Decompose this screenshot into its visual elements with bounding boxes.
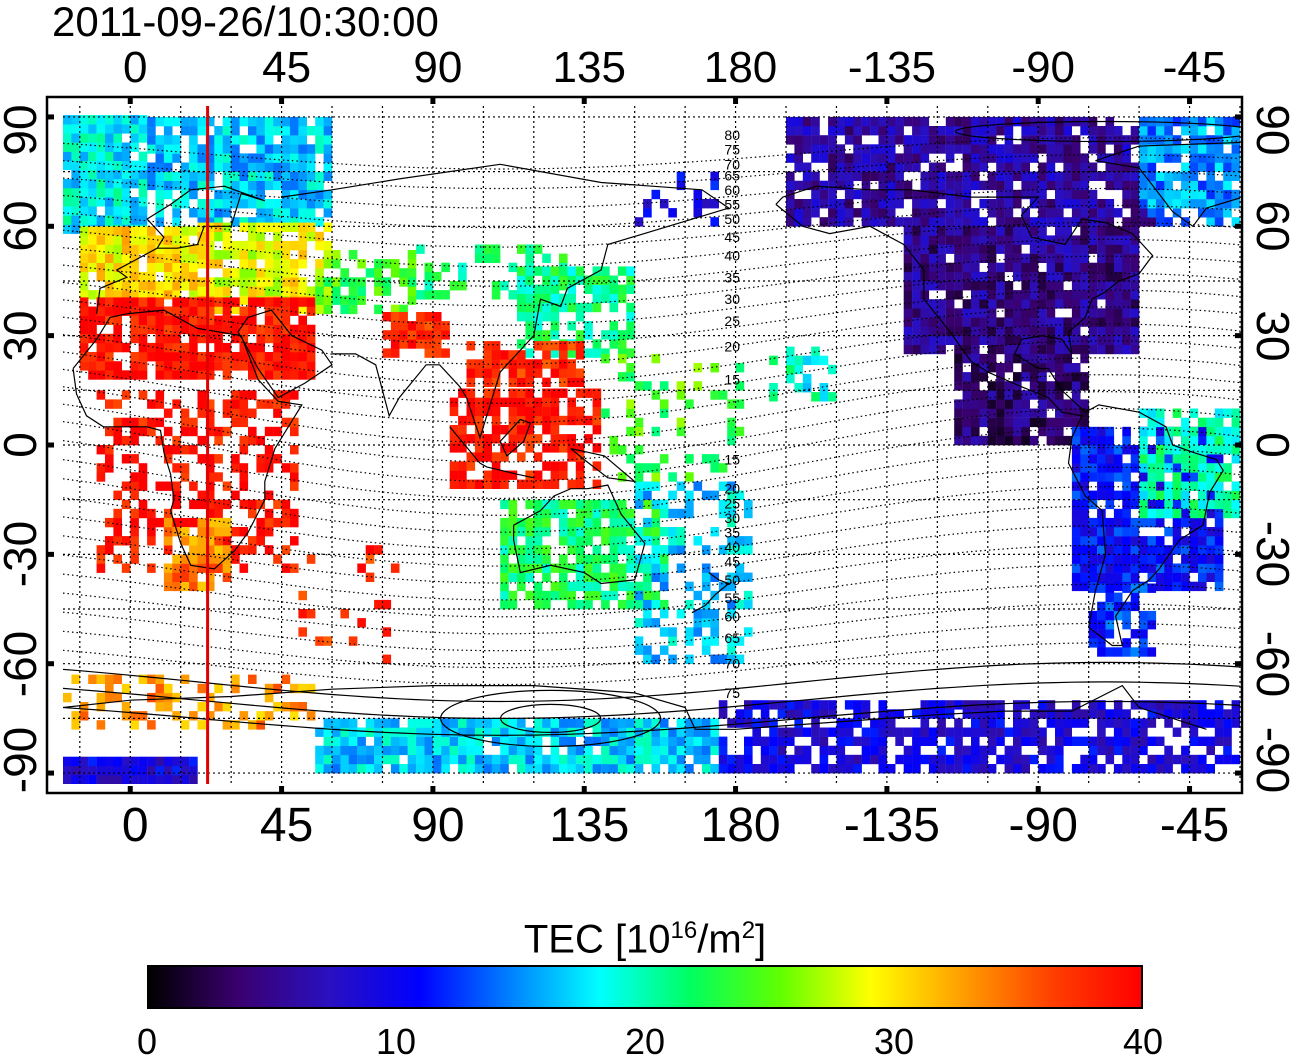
contour-label: 30 (724, 291, 740, 307)
contour-label: 40 (724, 247, 740, 263)
frame-ticks (47, 97, 1242, 793)
contour-label: 45 (724, 554, 740, 570)
map-grid (63, 106, 1241, 784)
bottom-longitude-tick-label: -90 (1008, 799, 1078, 852)
top-longitude-tick-label: 0 (123, 43, 148, 92)
contour-label: 40 (724, 539, 740, 555)
map-timestamp-title: 2011-09-26/10:30:00 (52, 0, 439, 45)
contour-label: 75 (724, 142, 740, 158)
colorbar-tick-label: 30 (873, 1021, 915, 1062)
contour-label: 25 (724, 495, 740, 511)
colorbar-tick-label: 20 (624, 1021, 666, 1062)
bottom-longitude-tick-label: -135 (843, 799, 940, 852)
contour-label: 55 (724, 196, 740, 212)
colorbar-tick-label: 0 (136, 1021, 158, 1062)
bottom-longitude-tick-label: 90 (411, 799, 465, 852)
contour-label: 35 (724, 269, 740, 285)
bottom-longitude-tick-label: 135 (549, 799, 630, 852)
contour-label: 70 (724, 656, 740, 672)
contour-label: 60 (724, 182, 740, 198)
contour-labels: 8075706560555045403530252015152025303540… (724, 127, 740, 701)
colorbar-title: TEC [1016/m2] (523, 917, 767, 962)
top-longitude-tick-label: -135 (847, 43, 936, 92)
contour-label: 15 (724, 371, 740, 387)
top-longitude-tick-label: -90 (1011, 43, 1076, 92)
top-longitude-tick-label: 180 (703, 43, 778, 92)
contour-label: 30 (724, 510, 740, 526)
magnetic-contours (63, 120, 1240, 747)
contour-label: 50 (724, 211, 740, 227)
contour-label: 55 (724, 590, 740, 606)
contour-label: 60 (724, 608, 740, 624)
bottom-longitude-tick-label: 0 (121, 799, 149, 852)
contour-label: 65 (724, 167, 740, 183)
contour-label: 45 (724, 229, 740, 245)
contour-label: 25 (724, 313, 740, 329)
left-latitude-tick-label: -90 (0, 726, 46, 794)
contour-label: 15 (724, 452, 740, 468)
right-latitude-tick-label: -90 (1247, 726, 1292, 794)
bottom-longitude-tick-label: 180 (700, 799, 781, 852)
contour-label: 75 (724, 685, 740, 701)
colorbar-tick-label: 40 (1122, 1021, 1164, 1062)
contour-label: 65 (724, 630, 740, 646)
bottom-longitude-tick-label: -45 (1159, 799, 1230, 852)
top-longitude-tick-label: -45 (1162, 43, 1227, 92)
top-longitude-tick-label: 45 (262, 43, 312, 92)
tec-data-cells (63, 115, 1240, 784)
contour-label: 80 (724, 127, 740, 143)
contour-label: 20 (724, 339, 740, 355)
top-longitude-tick-label: 90 (413, 43, 463, 92)
top-longitude-tick-label: 135 (552, 43, 626, 92)
colorbar-tick-label: 10 (375, 1021, 417, 1062)
contour-label: 20 (724, 481, 740, 497)
tec-colorbar (147, 965, 1143, 1009)
contour-label: 35 (724, 524, 740, 540)
contour-label: 50 (724, 572, 740, 588)
contour-label: 70 (724, 156, 740, 172)
bottom-longitude-tick-label: 45 (259, 799, 314, 852)
